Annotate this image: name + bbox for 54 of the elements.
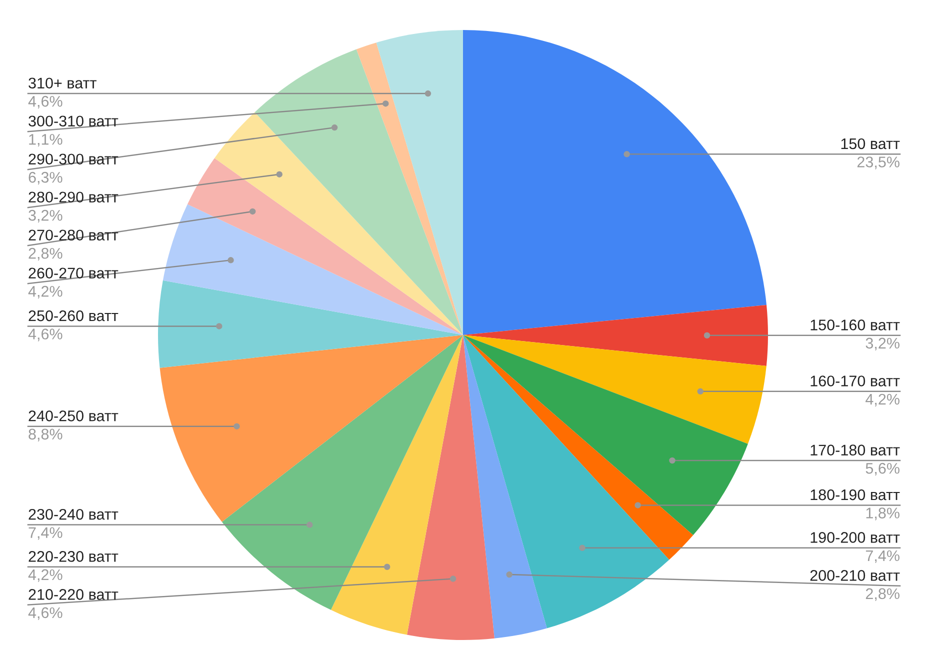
- pie-slice: [376, 30, 463, 335]
- pie-slice: [463, 335, 766, 444]
- data-label: 4,2%: [866, 394, 900, 406]
- data-label: 3,2%: [28, 210, 62, 223]
- pie-slice: [406, 335, 494, 640]
- data-label: 7,4%: [28, 527, 62, 540]
- data-label: 4,6%: [28, 328, 62, 342]
- pie-slice: [162, 204, 463, 335]
- slice-label: 190-200 ватт: [810, 532, 900, 543]
- slice-label: 200-210 ватт: [810, 570, 900, 581]
- pie-slice: [463, 335, 547, 638]
- data-label: 1,8%: [866, 508, 900, 520]
- data-label: 3,2%: [866, 338, 900, 350]
- slice-label: 280-290 ватт: [28, 192, 118, 203]
- data-label: 2,8%: [28, 248, 62, 261]
- data-label: 23,5%: [857, 156, 900, 170]
- data-label: 6,3%: [28, 172, 62, 185]
- pie-slice: [158, 280, 463, 368]
- slice-label: 260-270 ватт: [28, 268, 118, 279]
- slice-label: 290-300 ватт: [28, 154, 118, 165]
- slice-label: 300-310 ватт: [28, 116, 118, 127]
- data-label: 1,1%: [29, 134, 62, 147]
- data-label: 4,6%: [28, 607, 62, 620]
- pie-slice: [463, 304, 768, 366]
- slice-label: 240-250 ватт: [28, 410, 118, 422]
- pie-slice: [330, 335, 463, 635]
- data-label: 4,2%: [28, 569, 62, 582]
- slice-label: 150 ватт: [841, 138, 900, 150]
- slice-label: 150-160 ватт: [810, 320, 900, 330]
- pie-slice: [356, 42, 463, 335]
- slice-label: 210-220 ватт: [28, 589, 118, 600]
- pie-slice: [214, 112, 463, 335]
- data-label: 7,4%: [866, 550, 900, 563]
- data-label: 5,6%: [866, 462, 900, 476]
- data-label: 2,8%: [866, 588, 900, 601]
- slice-label: 270-280 ватт: [28, 230, 118, 241]
- data-label: 4,6%: [28, 96, 62, 109]
- data-label: 8,8%: [28, 428, 62, 442]
- pie-slice: [187, 158, 463, 335]
- slice-label: 170-180 ватт: [810, 444, 900, 456]
- pie-slice: [463, 335, 748, 536]
- pie-slice: [222, 335, 463, 610]
- pie-slice: [160, 335, 463, 522]
- slice-label: 250-260 ватт: [28, 310, 118, 322]
- slice-label: 160-170 ватт: [810, 376, 900, 386]
- slice-label: 180-190 ватт: [810, 489, 900, 500]
- pie-slice: [463, 335, 694, 560]
- slice-label: 310+ ватт: [28, 78, 96, 89]
- slice-label: 230-240 ватт: [28, 508, 118, 520]
- pie-slice: [254, 49, 463, 335]
- pie-slice: [463, 335, 670, 628]
- slice-label: 220-230 ватт: [28, 551, 118, 562]
- pie-slice: [463, 30, 767, 335]
- data-label: 4,2%: [28, 286, 62, 299]
